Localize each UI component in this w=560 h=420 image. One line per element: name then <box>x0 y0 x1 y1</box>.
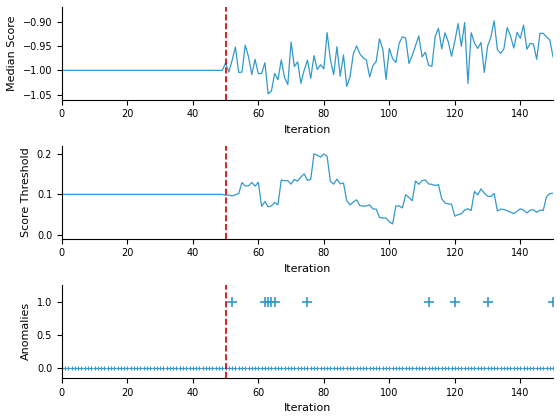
X-axis label: Iteration: Iteration <box>284 125 331 135</box>
X-axis label: Iteration: Iteration <box>284 264 331 274</box>
Y-axis label: Score Threshold: Score Threshold <box>21 147 31 237</box>
X-axis label: Iteration: Iteration <box>284 403 331 413</box>
Y-axis label: Anomalies: Anomalies <box>21 302 31 360</box>
Y-axis label: Median Score: Median Score <box>7 16 17 91</box>
